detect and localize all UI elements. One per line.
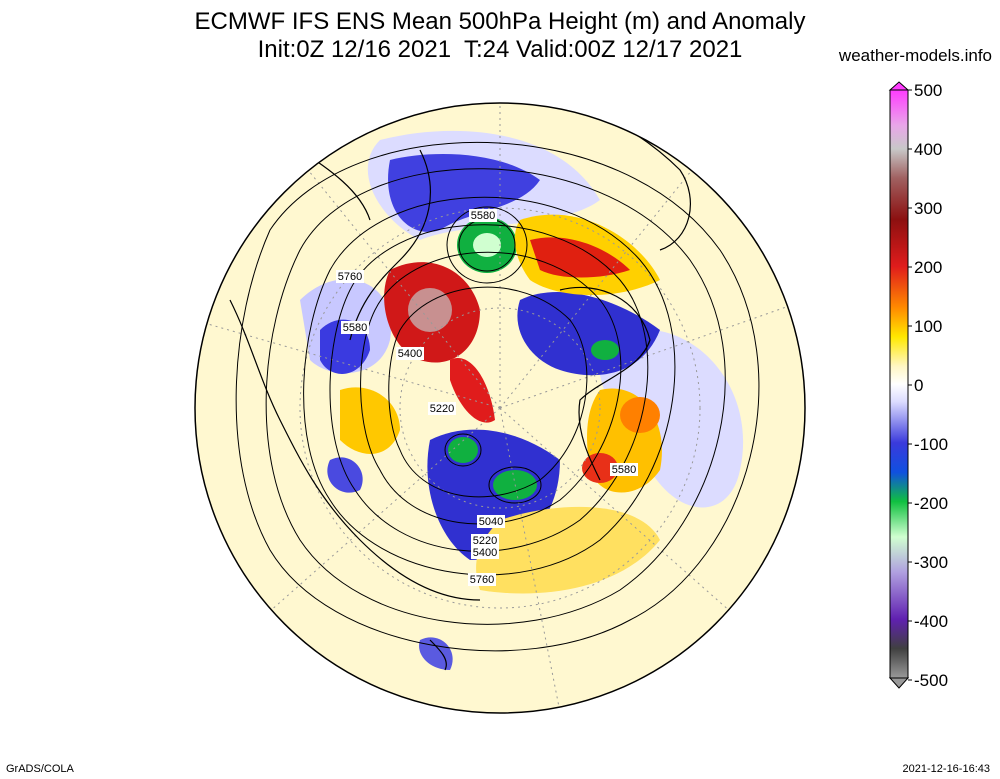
- colorbar-tick-label: -500: [914, 671, 948, 690]
- contour-label: 5400: [398, 348, 422, 360]
- footer-timestamp: 2021-12-16-16:43: [902, 763, 990, 775]
- map-boundary: [194, 102, 806, 714]
- colorbar-tick-label: -200: [914, 494, 948, 513]
- colorbar-tick-label: 100: [914, 317, 942, 336]
- contour-label: 5040: [479, 516, 503, 528]
- chart-title: ECMWF IFS ENS Mean 500hPa Height (m) and…: [194, 8, 806, 35]
- colorbar-tick-label: 0: [914, 376, 923, 395]
- contour-label: 5580: [343, 322, 367, 334]
- contour-label: 5580: [612, 464, 636, 476]
- anomaly-field: [195, 103, 805, 713]
- colorbar-tick-label: 200: [914, 258, 942, 277]
- colorbar-tick-label: 400: [914, 140, 942, 159]
- contour-label: 5760: [338, 271, 362, 283]
- source-credit: weather-models.info: [838, 46, 992, 65]
- colorbar-tick-label: -400: [914, 612, 948, 631]
- contour-label: 5220: [473, 535, 497, 547]
- contour-label: 5400: [473, 547, 497, 559]
- contour-label: 5220: [430, 403, 454, 415]
- chart-subtitle: Init:0Z 12/16 2021 T:24 Valid:00Z 12/17 …: [257, 36, 743, 63]
- colorbar-tick-label: 300: [914, 199, 942, 218]
- colorbar-tick-label: 500: [914, 81, 942, 100]
- contour-label: 5760: [470, 574, 494, 586]
- colorbar-tick-label: -300: [914, 553, 948, 572]
- colorbar: 500 400 300 200 100 0 -100 -200 -300 -400 -500: [888, 81, 948, 690]
- contour-label: 5580: [471, 210, 495, 222]
- colorbar-tick-label: -100: [914, 435, 948, 454]
- contour-labels: 5580 5760 5580 5400 5220 5580 5040 5220 …: [336, 209, 638, 586]
- footer-software: GrADS/COLA: [6, 763, 74, 775]
